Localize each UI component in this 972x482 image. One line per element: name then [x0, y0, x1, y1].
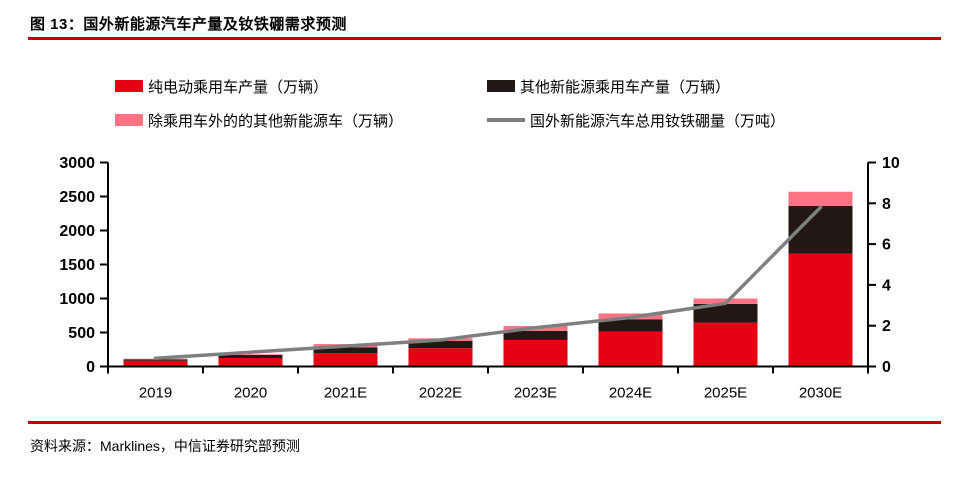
bar-segment-bev-2024E [598, 331, 663, 367]
legend-swatch-bev [115, 80, 143, 92]
right-axis-label-6: 6 [882, 237, 891, 254]
bar-segment-other-nev-pc-2020 [218, 354, 283, 358]
left-axis-label-2000: 2000 [59, 223, 95, 240]
title-underline-rule [28, 37, 941, 40]
right-axis-label-4: 4 [882, 277, 891, 294]
left-axis-label-3000: 3000 [59, 155, 95, 172]
bar-segment-other-nev-2030E [788, 191, 853, 207]
x-axis-label-2021E: 2021E [324, 385, 367, 402]
legend-line-swatch-ndfeb [487, 118, 525, 122]
left-axis-label-2500: 2500 [59, 189, 95, 206]
right-axis-label-8: 8 [882, 196, 891, 213]
bar-segment-other-nev-pc-2024E [598, 319, 663, 332]
line-series-ndfeb [153, 205, 823, 361]
x-axis-label-2022E: 2022E [419, 385, 462, 402]
left-axis-label-0: 0 [86, 359, 95, 376]
bar-segment-bev-2019 [123, 360, 188, 367]
legend-item-ndfeb-line: 国外新能源汽车总用钕铁硼量（万吨） [487, 112, 786, 130]
bar-segment-bev-2021E [313, 353, 378, 367]
x-axis-label-2019: 2019 [139, 385, 172, 402]
right-axis-label-10: 10 [882, 155, 900, 172]
legend-label-other-nev: 除乘用车外的的其他新能源车（万辆） [148, 112, 404, 130]
x-axis-label-2020: 2020 [234, 385, 267, 402]
legend-swatch-other-nev-pc [487, 80, 515, 92]
bar-segment-other-nev-pc-2021E [313, 347, 378, 354]
bar-segment-bev-2020 [218, 358, 283, 367]
legend-item-bev: 纯电动乘用车产量（万辆） [115, 78, 329, 96]
left-axis-label-1500: 1500 [59, 257, 95, 274]
axes-group [100, 161, 876, 374]
bar-segment-other-nev-pc-2025E [693, 303, 758, 323]
right-axis-label-2: 2 [882, 318, 891, 335]
legend-label-other-nev-pc: 其他新能源乘用车产量（万辆） [520, 78, 731, 96]
right-axis-label-0: 0 [882, 359, 891, 376]
legend-label-ndfeb: 国外新能源汽车总用钕铁硼量（万吨） [530, 112, 786, 130]
left-axis-label-1000: 1000 [59, 291, 95, 308]
figure-title: 图 13：国外新能源汽车产量及钕铁硼需求预测 [30, 16, 347, 33]
bar-segment-other-nev-pc-2023E [503, 330, 568, 340]
x-axis-label-2025E: 2025E [704, 385, 747, 402]
x-axis-label-2030E: 2030E [799, 385, 842, 402]
bar-segment-other-nev-2020 [218, 354, 283, 355]
bar-segment-bev-2025E [693, 322, 758, 367]
bar-segment-other-nev-pc-2022E [408, 341, 473, 349]
bars-group [123, 191, 853, 367]
legend-item-other-nev: 除乘用车外的的其他新能源车（万辆） [115, 112, 404, 130]
legend-swatch-other-nev [115, 114, 143, 126]
bar-segment-bev-2022E [408, 348, 473, 367]
bar-segment-bev-2023E [503, 339, 568, 367]
figure-source: 资料来源：Marklines，中信证券研究部预测 [30, 438, 300, 454]
x-axis-label-2023E: 2023E [514, 385, 557, 402]
left-axis-label-500: 500 [68, 325, 95, 342]
source-divider-rule [28, 421, 941, 424]
legend-label-bev: 纯电动乘用车产量（万辆） [148, 78, 329, 96]
bar-segment-bev-2030E [788, 253, 853, 367]
x-axis-label-2024E: 2024E [609, 385, 652, 402]
legend-item-other-nev-pc: 其他新能源乘用车产量（万辆） [487, 78, 731, 96]
